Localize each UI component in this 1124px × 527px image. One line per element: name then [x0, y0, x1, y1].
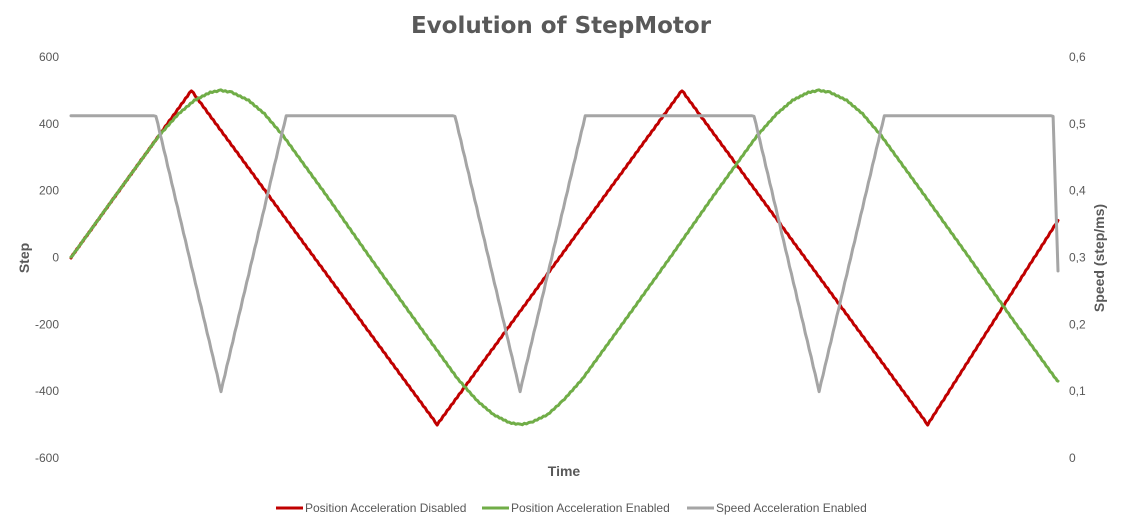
series-lines: [69, 88, 1060, 427]
left-axis-ticks: 600 400 200 0 -200 -400 -600: [35, 50, 59, 465]
y-tick-label: -200: [35, 317, 59, 331]
y2-tick-label: 0,2: [1069, 317, 1086, 331]
y-tick-label: 200: [39, 184, 59, 198]
y2-tick-label: 0,4: [1069, 184, 1086, 198]
y2-tick-label: 0: [1069, 451, 1076, 465]
legend-label: Speed Acceleration Enabled: [716, 501, 867, 515]
y2-tick-label: 0,6: [1069, 50, 1086, 64]
x-axis-title: Time: [548, 463, 581, 479]
y-tick-label: 400: [39, 117, 59, 131]
series-line-1: [69, 89, 1060, 427]
right-axis-ticks: 0,6 0,5 0,4 0,3 0,2 0,1 0: [1069, 50, 1086, 465]
y2-tick-label: 0,1: [1069, 384, 1086, 398]
legend: Position Acceleration Disabled Position A…: [276, 501, 867, 515]
legend-label: Position Acceleration Enabled: [511, 501, 670, 515]
y-tick-label: 600: [39, 50, 59, 64]
y-tick-label: 0: [52, 251, 59, 265]
chart-title: Evolution of StepMotor: [411, 13, 712, 39]
y2-tick-label: 0,3: [1069, 251, 1086, 265]
legend-label: Position Acceleration Disabled: [305, 501, 466, 515]
y2-axis-title: Speed (step/ms): [1091, 204, 1107, 312]
series-line-2: [69, 88, 1060, 427]
y-tick-label: -600: [35, 451, 59, 465]
y2-tick-label: 0,5: [1069, 117, 1086, 131]
y-axis-title: Step: [16, 243, 32, 273]
series-line-3: [69, 114, 1060, 394]
y-tick-label: -400: [35, 384, 59, 398]
